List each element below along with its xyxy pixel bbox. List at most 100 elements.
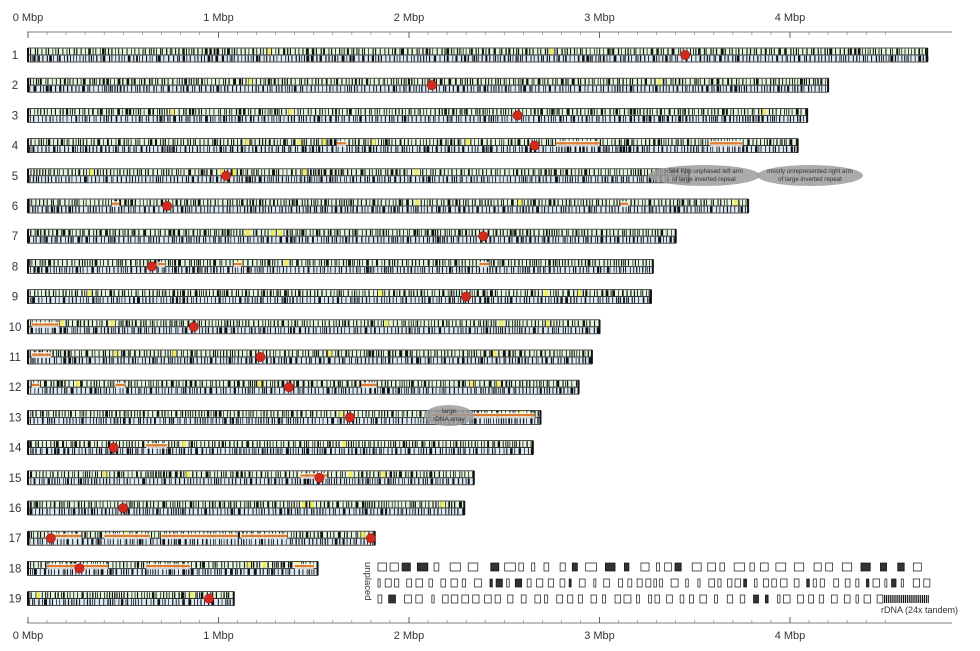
gene-stripe bbox=[314, 260, 316, 266]
gene-stripe bbox=[237, 350, 240, 357]
gene-stripe bbox=[334, 267, 336, 273]
gene-stripe bbox=[270, 380, 271, 387]
gene-stripe bbox=[463, 199, 464, 206]
gene-stripe bbox=[332, 85, 334, 92]
gene-stripe bbox=[825, 85, 826, 92]
gene-stripe bbox=[348, 85, 350, 92]
gene-stripe bbox=[488, 116, 490, 122]
gene-stripe bbox=[148, 116, 150, 122]
gene-stripe bbox=[220, 387, 222, 394]
gene-stripe bbox=[470, 176, 473, 183]
gene-stripe bbox=[460, 55, 463, 62]
gene-stripe bbox=[250, 55, 252, 62]
gene-stripe bbox=[457, 380, 461, 387]
gene-stripe bbox=[444, 380, 446, 387]
gene-stripe bbox=[152, 78, 153, 85]
gene-stripe bbox=[473, 176, 475, 183]
gene-stripe bbox=[383, 327, 385, 334]
gene-stripe bbox=[555, 327, 557, 334]
gene-stripe bbox=[344, 176, 345, 183]
gene-stripe bbox=[363, 139, 365, 145]
gene-stripe bbox=[50, 267, 51, 273]
gene-stripe bbox=[376, 357, 378, 364]
gene-stripe bbox=[335, 48, 336, 55]
gene-stripe bbox=[220, 350, 222, 357]
gene-stripe bbox=[249, 236, 251, 243]
gene-stripe bbox=[36, 229, 39, 236]
gene-stripe bbox=[338, 109, 340, 115]
gene-stripe bbox=[538, 116, 540, 122]
gene-stripe bbox=[94, 387, 97, 394]
gene-stripe bbox=[340, 206, 343, 213]
gene-stripe bbox=[177, 290, 179, 296]
gene-stripe bbox=[91, 176, 93, 183]
gene-stripe bbox=[555, 48, 557, 55]
gene-stripe bbox=[79, 55, 81, 62]
gene-stripe bbox=[508, 260, 510, 266]
gene-stripe bbox=[141, 116, 143, 122]
gene-stripe bbox=[471, 290, 473, 296]
gene-stripe bbox=[508, 48, 511, 55]
gene-stripe bbox=[573, 297, 575, 303]
gene-stripe bbox=[694, 139, 696, 145]
gene-stripe bbox=[310, 169, 312, 176]
gene-stripe bbox=[359, 380, 362, 387]
gene-stripe bbox=[143, 78, 146, 85]
gene-stripe bbox=[529, 85, 531, 92]
gene-stripe bbox=[455, 55, 458, 62]
gene-stripe bbox=[480, 357, 484, 364]
gene-stripe bbox=[667, 48, 669, 55]
gene-stripe bbox=[231, 350, 234, 357]
gene-stripe bbox=[82, 229, 83, 236]
gene-stripe bbox=[574, 146, 577, 152]
gene-stripe bbox=[314, 109, 317, 115]
gene-stripe bbox=[53, 260, 55, 266]
gene-stripe bbox=[300, 357, 302, 364]
gene-stripe bbox=[399, 350, 403, 357]
gene-stripe bbox=[120, 206, 123, 213]
gene-stripe bbox=[199, 260, 201, 266]
gene-stripe bbox=[332, 297, 334, 303]
gene-stripe bbox=[94, 357, 96, 364]
gene-stripe bbox=[438, 85, 440, 92]
gene-stripe bbox=[618, 290, 619, 296]
gene-stripe bbox=[231, 139, 232, 145]
gene-stripe bbox=[470, 85, 472, 92]
gene-stripe bbox=[726, 206, 729, 213]
gene-stripe bbox=[412, 199, 414, 206]
gene-stripe bbox=[193, 116, 195, 122]
gene-stripe bbox=[184, 206, 187, 213]
gene-stripe bbox=[368, 236, 370, 243]
gene-stripe bbox=[245, 357, 248, 364]
gene-stripe bbox=[293, 139, 296, 145]
gene-stripe bbox=[203, 236, 205, 243]
gene-stripe bbox=[259, 260, 261, 266]
gene-stripe bbox=[84, 48, 86, 55]
gene-stripe bbox=[431, 229, 435, 236]
gene-stripe bbox=[296, 260, 299, 266]
gene-stripe bbox=[382, 206, 386, 213]
gene-stripe bbox=[646, 290, 647, 296]
gene-stripe bbox=[368, 116, 370, 122]
gene-stripe bbox=[326, 85, 328, 92]
gene-stripe bbox=[585, 236, 587, 243]
gene-stripe bbox=[56, 229, 59, 236]
gene-stripe bbox=[483, 327, 485, 334]
gene-stripe bbox=[276, 116, 278, 122]
gene-stripe bbox=[811, 85, 812, 92]
gene-stripe bbox=[149, 387, 153, 394]
gene-stripe bbox=[644, 85, 646, 92]
gene-stripe bbox=[342, 260, 345, 266]
gene-stripe bbox=[106, 109, 108, 115]
gene-stripe bbox=[424, 199, 425, 206]
gene-stripe bbox=[64, 199, 66, 206]
gene-stripe bbox=[646, 176, 648, 183]
gene-stripe bbox=[458, 116, 460, 122]
gene-stripe bbox=[87, 320, 90, 327]
gene-stripe bbox=[417, 206, 419, 213]
gene-stripe bbox=[127, 55, 131, 62]
gene-stripe bbox=[637, 206, 639, 213]
gene-stripe bbox=[71, 146, 75, 152]
gene-stripe bbox=[755, 116, 757, 122]
gene-stripe bbox=[112, 146, 114, 152]
